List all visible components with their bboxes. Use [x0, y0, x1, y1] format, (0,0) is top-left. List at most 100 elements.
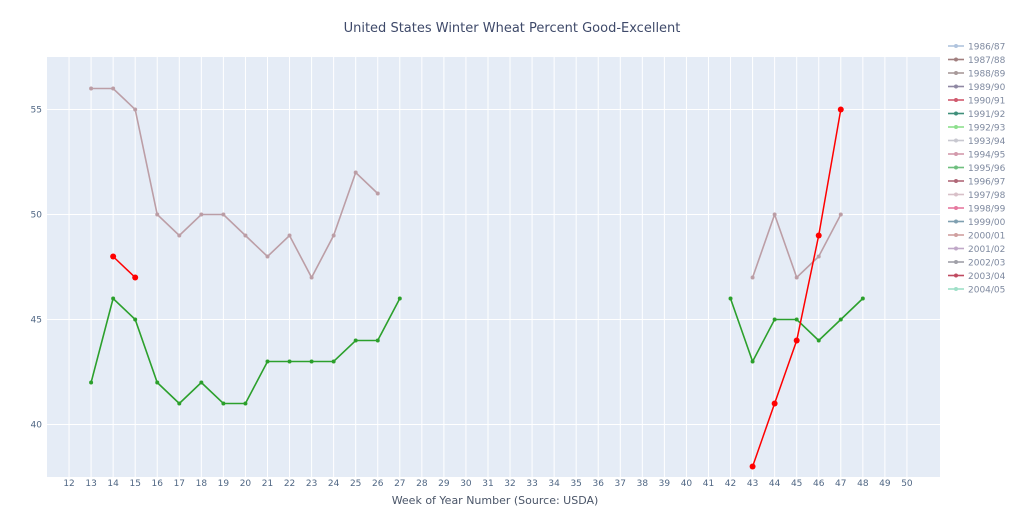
x-tick-label: 37 [615, 479, 626, 489]
legend-item-label[interactable]: 1989/90 [968, 83, 1006, 93]
x-tick-label: 14 [107, 479, 119, 489]
data-point [353, 338, 358, 343]
data-point [815, 232, 822, 239]
legend-item-label[interactable]: 1997/98 [968, 191, 1006, 201]
axis-labels: 12 13 14 15 16 17 18 19 20 21 22 23 24 25 26 27 28 29 30 31… [31, 106, 913, 490]
y-tick-label: 55 [31, 106, 42, 116]
x-tick-label: 17 [174, 479, 185, 489]
x-tick-label: 34 [548, 479, 560, 489]
data-point [375, 191, 380, 196]
legend-swatch-marker[interactable] [954, 44, 958, 48]
x-tick-label: 21 [262, 479, 273, 489]
legend-swatch-marker[interactable] [954, 179, 958, 183]
legend-item-label[interactable]: 1990/91 [968, 97, 1005, 107]
legend-swatch-marker[interactable] [954, 84, 958, 89]
legend-swatch-marker[interactable] [954, 165, 958, 170]
data-point [309, 359, 314, 364]
data-point [89, 380, 94, 385]
data-point [199, 212, 204, 217]
data-point [111, 296, 116, 301]
data-point [155, 380, 160, 385]
x-tick-label: 25 [350, 479, 361, 489]
legend-item-label[interactable]: 1994/95 [968, 151, 1005, 161]
data-point [749, 463, 756, 470]
legend[interactable]: 1986/87 1987/88 1988/89 1989/90 1990/91 1991/… [948, 43, 1006, 296]
data-point [177, 401, 182, 406]
legend-item-label[interactable]: 2002/03 [968, 259, 1005, 269]
x-tick-label: 16 [152, 479, 164, 489]
series-line-1 [91, 87, 379, 280]
data-point [265, 359, 270, 364]
legend-swatch-marker[interactable] [954, 138, 958, 143]
data-point [397, 296, 402, 301]
legend-swatch-marker[interactable] [954, 152, 958, 156]
legend-swatch-marker[interactable] [954, 57, 958, 62]
y-tick-label: 45 [31, 316, 42, 326]
x-tick-label: 26 [372, 479, 384, 489]
x-tick-label: 31 [482, 479, 493, 489]
data-point [772, 317, 777, 322]
data-point [728, 296, 733, 301]
x-tick-label: 47 [835, 479, 846, 489]
x-tick-label: 22 [284, 479, 295, 489]
y-tick-label: 40 [31, 421, 43, 431]
data-point [750, 275, 755, 280]
x-tick-label: 18 [196, 479, 208, 489]
grid-lines [47, 57, 940, 477]
x-tick-label: 29 [438, 479, 450, 489]
data-point [837, 106, 844, 113]
plot-area [47, 57, 940, 477]
legend-item-label[interactable]: 1988/89 [968, 70, 1006, 80]
legend-swatch-marker[interactable] [954, 71, 958, 75]
legend-item-label[interactable]: 2003/04 [968, 272, 1006, 282]
x-tick-label: 24 [328, 479, 340, 489]
data-point [331, 359, 336, 364]
legend-swatch-marker[interactable] [954, 246, 958, 251]
data-point [750, 359, 755, 364]
legend-item-label[interactable]: 1993/94 [968, 137, 1006, 147]
legend-swatch-marker[interactable] [954, 206, 958, 210]
x-tick-label: 27 [394, 479, 405, 489]
data-point [243, 233, 248, 238]
legend-item-label[interactable]: 2000/01 [968, 232, 1005, 242]
data-point [265, 254, 270, 259]
legend-item-label[interactable]: 1999/00 [968, 218, 1006, 228]
legend-swatch-marker[interactable] [954, 287, 958, 291]
legend-item-label[interactable]: 1998/99 [968, 205, 1006, 215]
data-point [177, 233, 182, 238]
x-tick-label: 20 [240, 479, 252, 489]
series-line-3 [112, 255, 136, 279]
data-point [794, 275, 799, 280]
legend-swatch-marker[interactable] [954, 273, 958, 278]
x-tick-label: 19 [218, 479, 230, 489]
legend-swatch-marker[interactable] [954, 192, 958, 197]
legend-swatch-marker[interactable] [954, 233, 958, 237]
legend-swatch-marker[interactable] [954, 111, 958, 116]
data-point [794, 317, 799, 322]
legend-item-label[interactable]: 2001/02 [968, 245, 1005, 255]
legend-swatch-marker[interactable] [954, 125, 958, 129]
data-point [838, 212, 843, 217]
data-point [816, 254, 821, 259]
legend-item-label[interactable]: 1987/88 [968, 56, 1006, 66]
legend-item-label[interactable]: 1995/96 [968, 164, 1006, 174]
x-tick-label: 40 [681, 479, 693, 489]
data-point [155, 212, 160, 217]
x-tick-label: 36 [593, 479, 605, 489]
legend-swatch-marker[interactable] [954, 219, 958, 224]
data-point [110, 253, 117, 260]
legend-item-label[interactable]: 1991/92 [968, 110, 1005, 120]
legend-swatch-marker[interactable] [954, 260, 958, 264]
chart-title: United States Winter Wheat Percent Good-… [343, 21, 681, 36]
x-tick-label: 15 [129, 479, 140, 489]
x-tick-label: 30 [460, 479, 472, 489]
legend-item-label[interactable]: 2004/05 [968, 286, 1005, 296]
x-axis-title: Week of Year Number (Source: USDA) [391, 494, 599, 507]
legend-item-label[interactable]: 1992/93 [968, 124, 1005, 134]
legend-swatch-marker[interactable] [954, 98, 958, 102]
legend-item-label[interactable]: 1996/97 [968, 178, 1005, 188]
data-point [287, 233, 292, 238]
legend-item-label[interactable]: 1986/87 [968, 43, 1005, 53]
data-point [772, 212, 777, 217]
